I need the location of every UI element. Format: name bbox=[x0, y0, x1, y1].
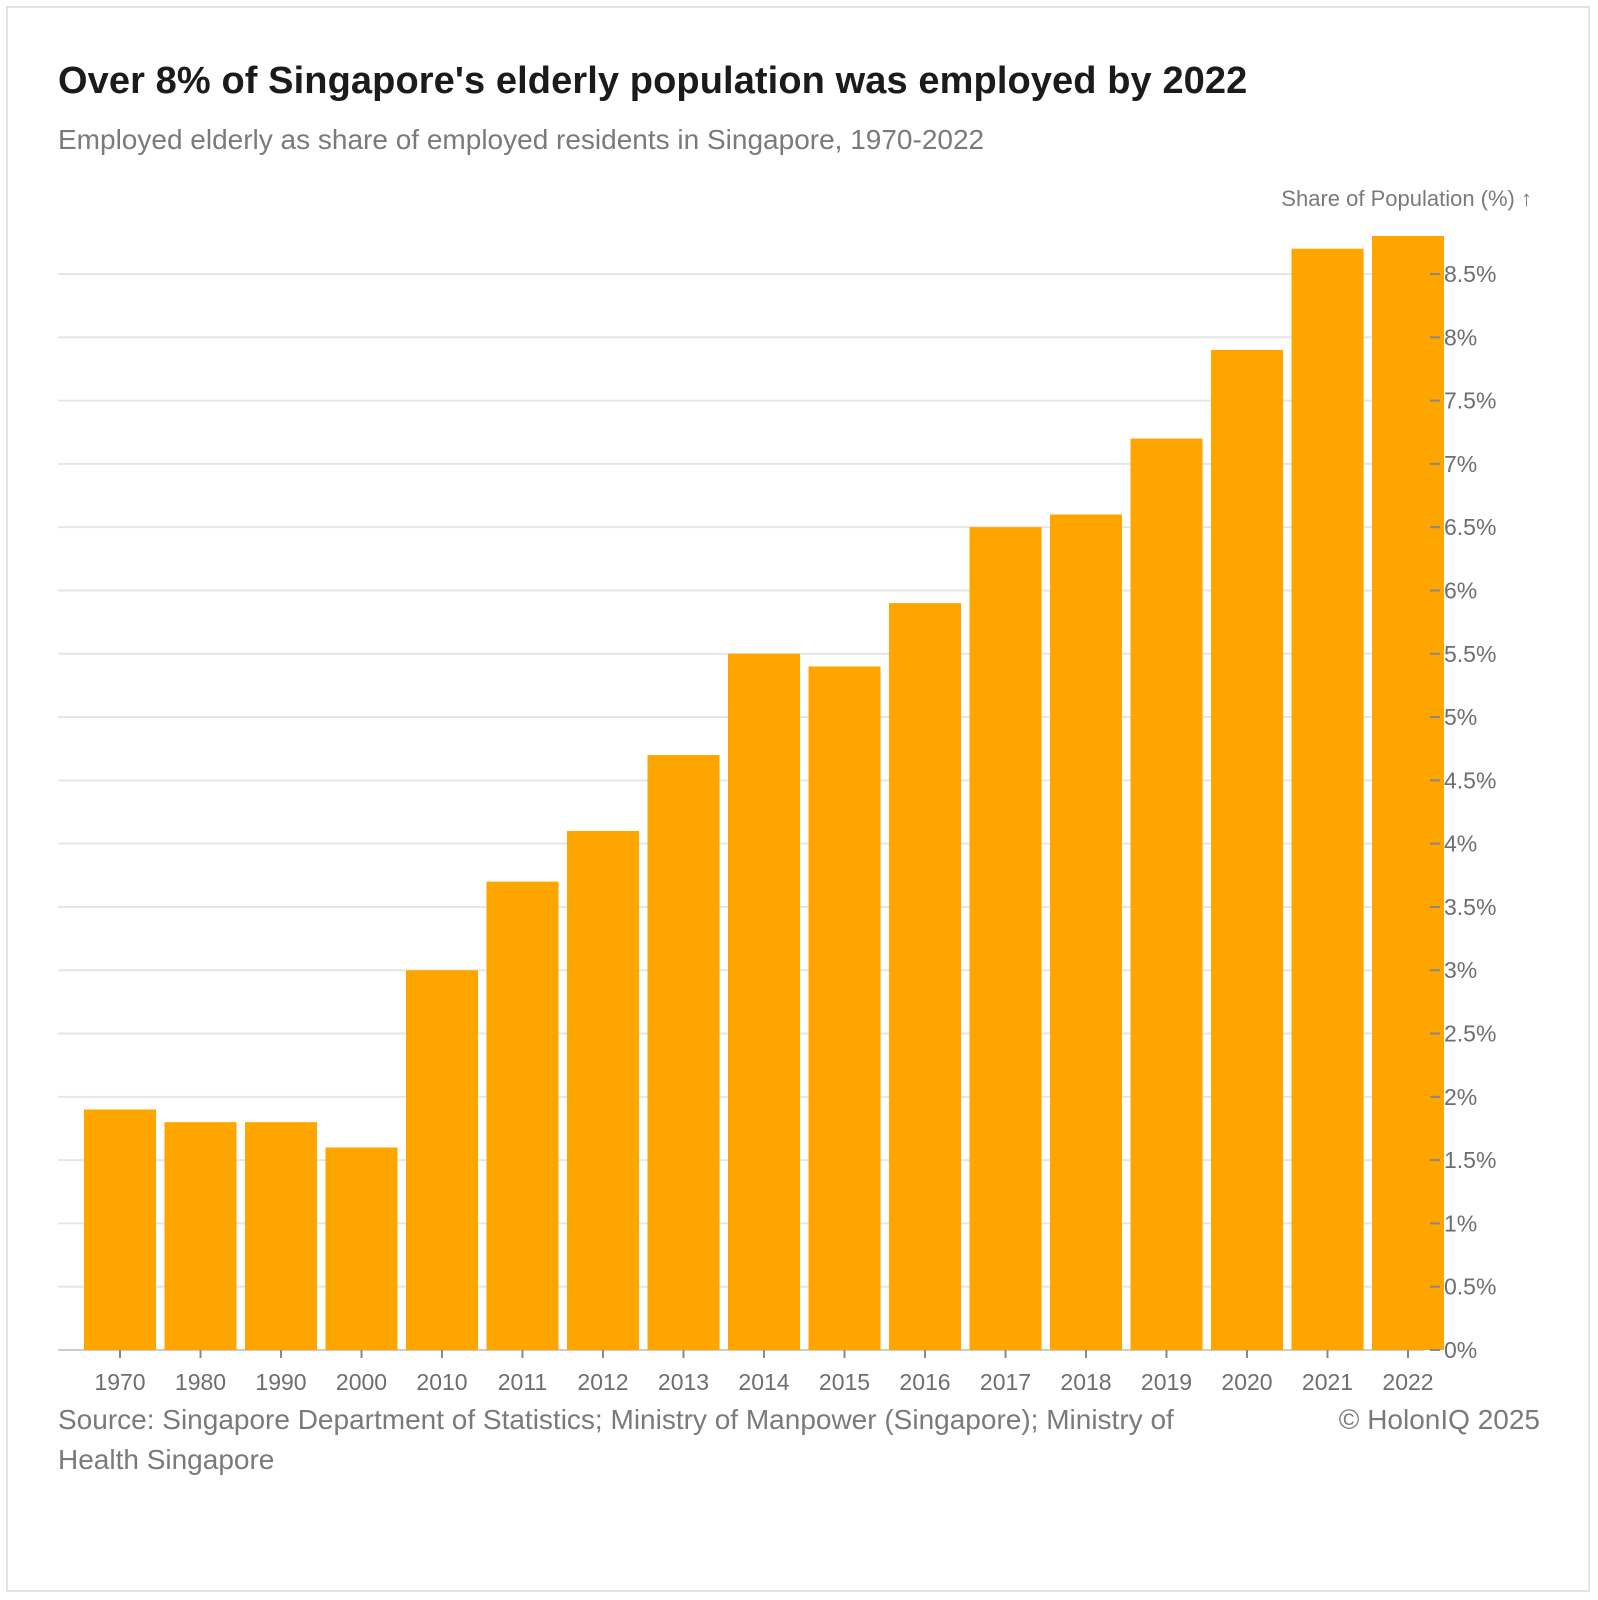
x-tick-label: 2011 bbox=[498, 1369, 547, 1395]
y-tick-label: 4% bbox=[1444, 831, 1477, 857]
x-tick-label: 1980 bbox=[175, 1369, 226, 1395]
bar-2011 bbox=[486, 881, 559, 1350]
x-tick-label: 2016 bbox=[899, 1369, 950, 1395]
x-tick-label: 1990 bbox=[255, 1369, 306, 1395]
y-tick-label: 2% bbox=[1444, 1084, 1477, 1110]
x-tick-label: 2021 bbox=[1302, 1369, 1353, 1395]
x-tick-label: 2018 bbox=[1060, 1369, 1111, 1395]
y-tick-label: 6.5% bbox=[1444, 514, 1496, 540]
y-tick-label: 7.5% bbox=[1444, 388, 1496, 414]
bar-2014 bbox=[728, 653, 800, 1350]
y-tick-label: 1.5% bbox=[1444, 1147, 1496, 1173]
bar-2012 bbox=[567, 830, 639, 1350]
bar-2013 bbox=[647, 755, 720, 1350]
x-tick-label: 2010 bbox=[416, 1369, 467, 1395]
bars bbox=[84, 236, 1444, 1350]
x-tick-label: 2020 bbox=[1221, 1369, 1272, 1395]
y-tick-label: 7% bbox=[1444, 451, 1477, 477]
y-tick-label: 8.5% bbox=[1444, 261, 1496, 287]
x-tick-label: 2015 bbox=[819, 1369, 870, 1395]
bar-2015 bbox=[808, 666, 881, 1350]
y-tick-label: 8% bbox=[1444, 324, 1477, 350]
x-tick-label: 2019 bbox=[1141, 1369, 1192, 1395]
x-tick-label: 2013 bbox=[658, 1369, 709, 1395]
x-tick-label: 2014 bbox=[738, 1369, 789, 1395]
x-tick-label: 2022 bbox=[1382, 1369, 1433, 1395]
bar-2010 bbox=[406, 970, 478, 1350]
y-tick-label: 3.5% bbox=[1444, 894, 1496, 920]
bar-2019 bbox=[1130, 438, 1203, 1350]
chart-title: Over 8% of Singapore's elderly populatio… bbox=[58, 60, 1248, 102]
y-tick-label: 5% bbox=[1444, 704, 1477, 730]
bar-2017 bbox=[969, 527, 1042, 1350]
x-tick-label: 2012 bbox=[577, 1369, 628, 1395]
bar-2016 bbox=[889, 603, 961, 1350]
y-axis-label: Share of Population (%) ↑ bbox=[1281, 186, 1532, 211]
y-tick-label: 1% bbox=[1444, 1210, 1477, 1236]
y-tick-label: 5.5% bbox=[1444, 641, 1496, 667]
bar-2000 bbox=[325, 1147, 398, 1350]
bar-2022 bbox=[1372, 236, 1444, 1350]
source-note: Source: Singapore Department of Statisti… bbox=[58, 1404, 1174, 1475]
bar-1970 bbox=[84, 1109, 156, 1350]
copyright: © HolonIQ 2025 bbox=[1338, 1404, 1540, 1435]
bar-2018 bbox=[1050, 514, 1122, 1350]
y-tick-label: 2.5% bbox=[1444, 1021, 1496, 1047]
x-axis: 1970 1980 1990 2000 2010 2011 2012 2013 2014 2015… bbox=[94, 1350, 1434, 1395]
y-axis: 0% 0.5% 1% 1.5% 2% 2.5% 3% 3.5% 4% 4.5% 5% 5.5% 6% 6.… bbox=[1430, 261, 1496, 1363]
chart-subtitle: Employed elderly as share of employed re… bbox=[58, 124, 985, 155]
y-tick-label: 6% bbox=[1444, 577, 1477, 603]
bar-2021 bbox=[1291, 248, 1364, 1350]
y-tick-label: 4.5% bbox=[1444, 767, 1496, 793]
bar-1990 bbox=[245, 1122, 317, 1350]
y-tick-label: 0% bbox=[1444, 1337, 1477, 1363]
bar-2020 bbox=[1211, 349, 1283, 1350]
y-tick-label: 3% bbox=[1444, 957, 1477, 983]
x-tick-label: 1970 bbox=[94, 1369, 145, 1395]
x-tick-label: 2017 bbox=[980, 1369, 1031, 1395]
bar-1980 bbox=[164, 1122, 237, 1350]
y-tick-label: 0.5% bbox=[1444, 1274, 1496, 1300]
x-tick-label: 2000 bbox=[336, 1369, 387, 1395]
